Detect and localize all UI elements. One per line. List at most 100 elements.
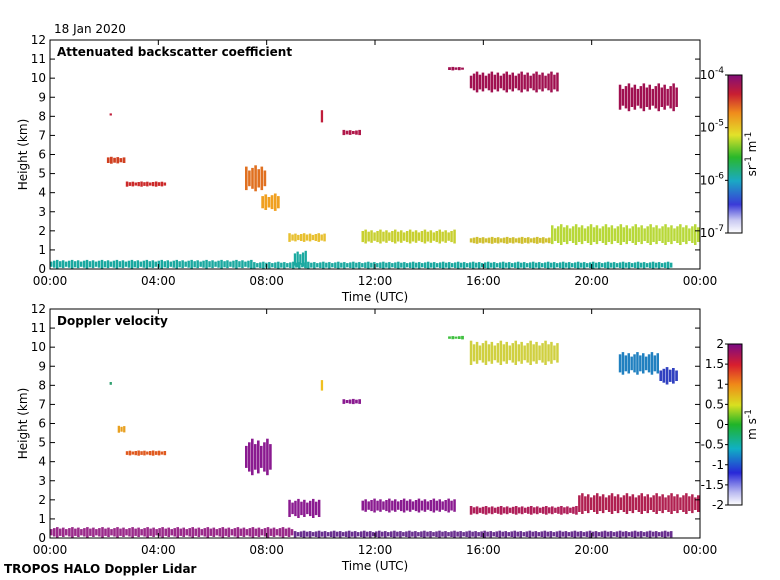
backscatter-cell	[367, 261, 370, 269]
backscatter-cell	[391, 231, 394, 243]
backscatter-cell	[411, 231, 415, 242]
velocity-cell	[345, 400, 349, 404]
backscatter-cell	[316, 263, 319, 268]
velocity-cell	[197, 527, 201, 537]
backscatter-layer-12	[320, 110, 324, 123]
backscatter-cell	[544, 262, 547, 268]
backscatter-cell	[463, 262, 466, 269]
velocity-cell	[636, 352, 639, 375]
velocity-cell	[245, 529, 249, 536]
backscatter-cell	[134, 182, 137, 186]
velocity-cell	[649, 497, 652, 510]
velocity-cell	[254, 528, 258, 536]
velocity-cell	[670, 493, 673, 514]
velocity-cell	[140, 451, 143, 455]
backscatter-cell	[376, 231, 379, 243]
velocity-layer-9	[578, 493, 700, 514]
backscatter-cell	[142, 260, 146, 268]
velocity-cell	[120, 426, 123, 432]
velocity-cell	[525, 531, 529, 537]
backscatter-cell	[143, 182, 146, 186]
velocity-cell	[414, 500, 418, 512]
velocity-cell	[510, 531, 513, 537]
velocity-cell	[631, 494, 635, 514]
x-tick-label: 00:00	[33, 274, 68, 288]
backscatter-cell	[586, 263, 589, 268]
x-tick-label: 00:00	[683, 543, 718, 557]
velocity-cell	[653, 355, 657, 372]
velocity-cell	[627, 353, 630, 374]
y-tick-label: 6	[38, 148, 46, 162]
backscatter-cell	[379, 229, 382, 244]
velocity-cell	[532, 344, 535, 362]
velocity-cell	[423, 530, 426, 538]
backscatter-cell	[669, 86, 672, 109]
velocity-cell	[263, 528, 267, 537]
y-tick-label: 12	[31, 33, 46, 47]
backscatter-cell	[651, 88, 654, 106]
velocity-cell	[420, 500, 424, 511]
backscatter-cell	[583, 262, 586, 269]
velocity-cell	[50, 529, 53, 536]
velocity-cell	[567, 532, 571, 537]
velocity-cell	[272, 527, 276, 537]
velocity-cell	[546, 531, 550, 537]
backscatter-cell	[478, 262, 481, 269]
velocity-cell	[411, 531, 414, 537]
velocity-cell	[657, 532, 661, 537]
backscatter-cell	[441, 231, 444, 242]
backscatter-cell	[106, 260, 110, 269]
velocity-cell	[618, 530, 622, 538]
colorbar-tick-label: 10-7	[700, 224, 724, 240]
backscatter-cell	[604, 224, 608, 245]
velocity-cell	[92, 527, 95, 537]
backscatter-cell	[149, 182, 152, 186]
velocity-cell	[495, 531, 498, 537]
velocity-cell	[290, 529, 294, 536]
backscatter-cell	[484, 262, 487, 268]
backscatter-cell	[415, 262, 418, 268]
velocity-cell	[472, 507, 476, 514]
velocity-cell	[648, 530, 652, 538]
backscatter-cell	[307, 261, 310, 269]
backscatter-cell	[300, 234, 303, 241]
velocity-cell	[630, 356, 633, 371]
velocity-cell	[308, 531, 312, 538]
backscatter-cell	[508, 262, 511, 269]
backscatter-cell	[409, 262, 412, 268]
backscatter-cell	[559, 262, 562, 268]
backscatter-cell	[595, 225, 599, 245]
backscatter-cell	[589, 262, 592, 268]
backscatter-xlabel: Time (UTC)	[341, 290, 408, 304]
velocity-cell	[505, 506, 509, 515]
backscatter-cell	[496, 72, 500, 92]
velocity-cell	[266, 527, 270, 538]
velocity-cell	[600, 531, 604, 537]
velocity-cell	[659, 370, 663, 381]
backscatter-cell	[73, 261, 77, 268]
velocity-cell	[179, 528, 182, 536]
colorbar-tick-label: 1	[716, 377, 724, 391]
velocity-cell	[481, 343, 485, 363]
velocity-cell	[218, 528, 222, 537]
backscatter-cell	[654, 86, 657, 109]
velocity-cell	[697, 495, 700, 512]
velocity-cell	[263, 442, 266, 472]
backscatter-cell	[562, 261, 565, 269]
velocity-cell	[432, 498, 436, 513]
backscatter-cell	[469, 75, 473, 89]
backscatter-cell	[370, 230, 373, 243]
backscatter-cell	[103, 261, 107, 268]
colorbar-tick-label: 10-6	[700, 171, 725, 187]
backscatter-cell	[666, 261, 670, 269]
velocity-cell	[74, 528, 77, 536]
backscatter-cell	[289, 262, 292, 268]
velocity-cell	[320, 380, 324, 391]
velocity-cell	[654, 531, 658, 538]
velocity-cell	[564, 531, 568, 538]
backscatter-cell	[669, 262, 673, 268]
velocity-cell	[604, 497, 608, 510]
backscatter-cell	[621, 261, 625, 269]
backscatter-cell	[672, 83, 675, 112]
velocity-cell	[481, 506, 485, 514]
